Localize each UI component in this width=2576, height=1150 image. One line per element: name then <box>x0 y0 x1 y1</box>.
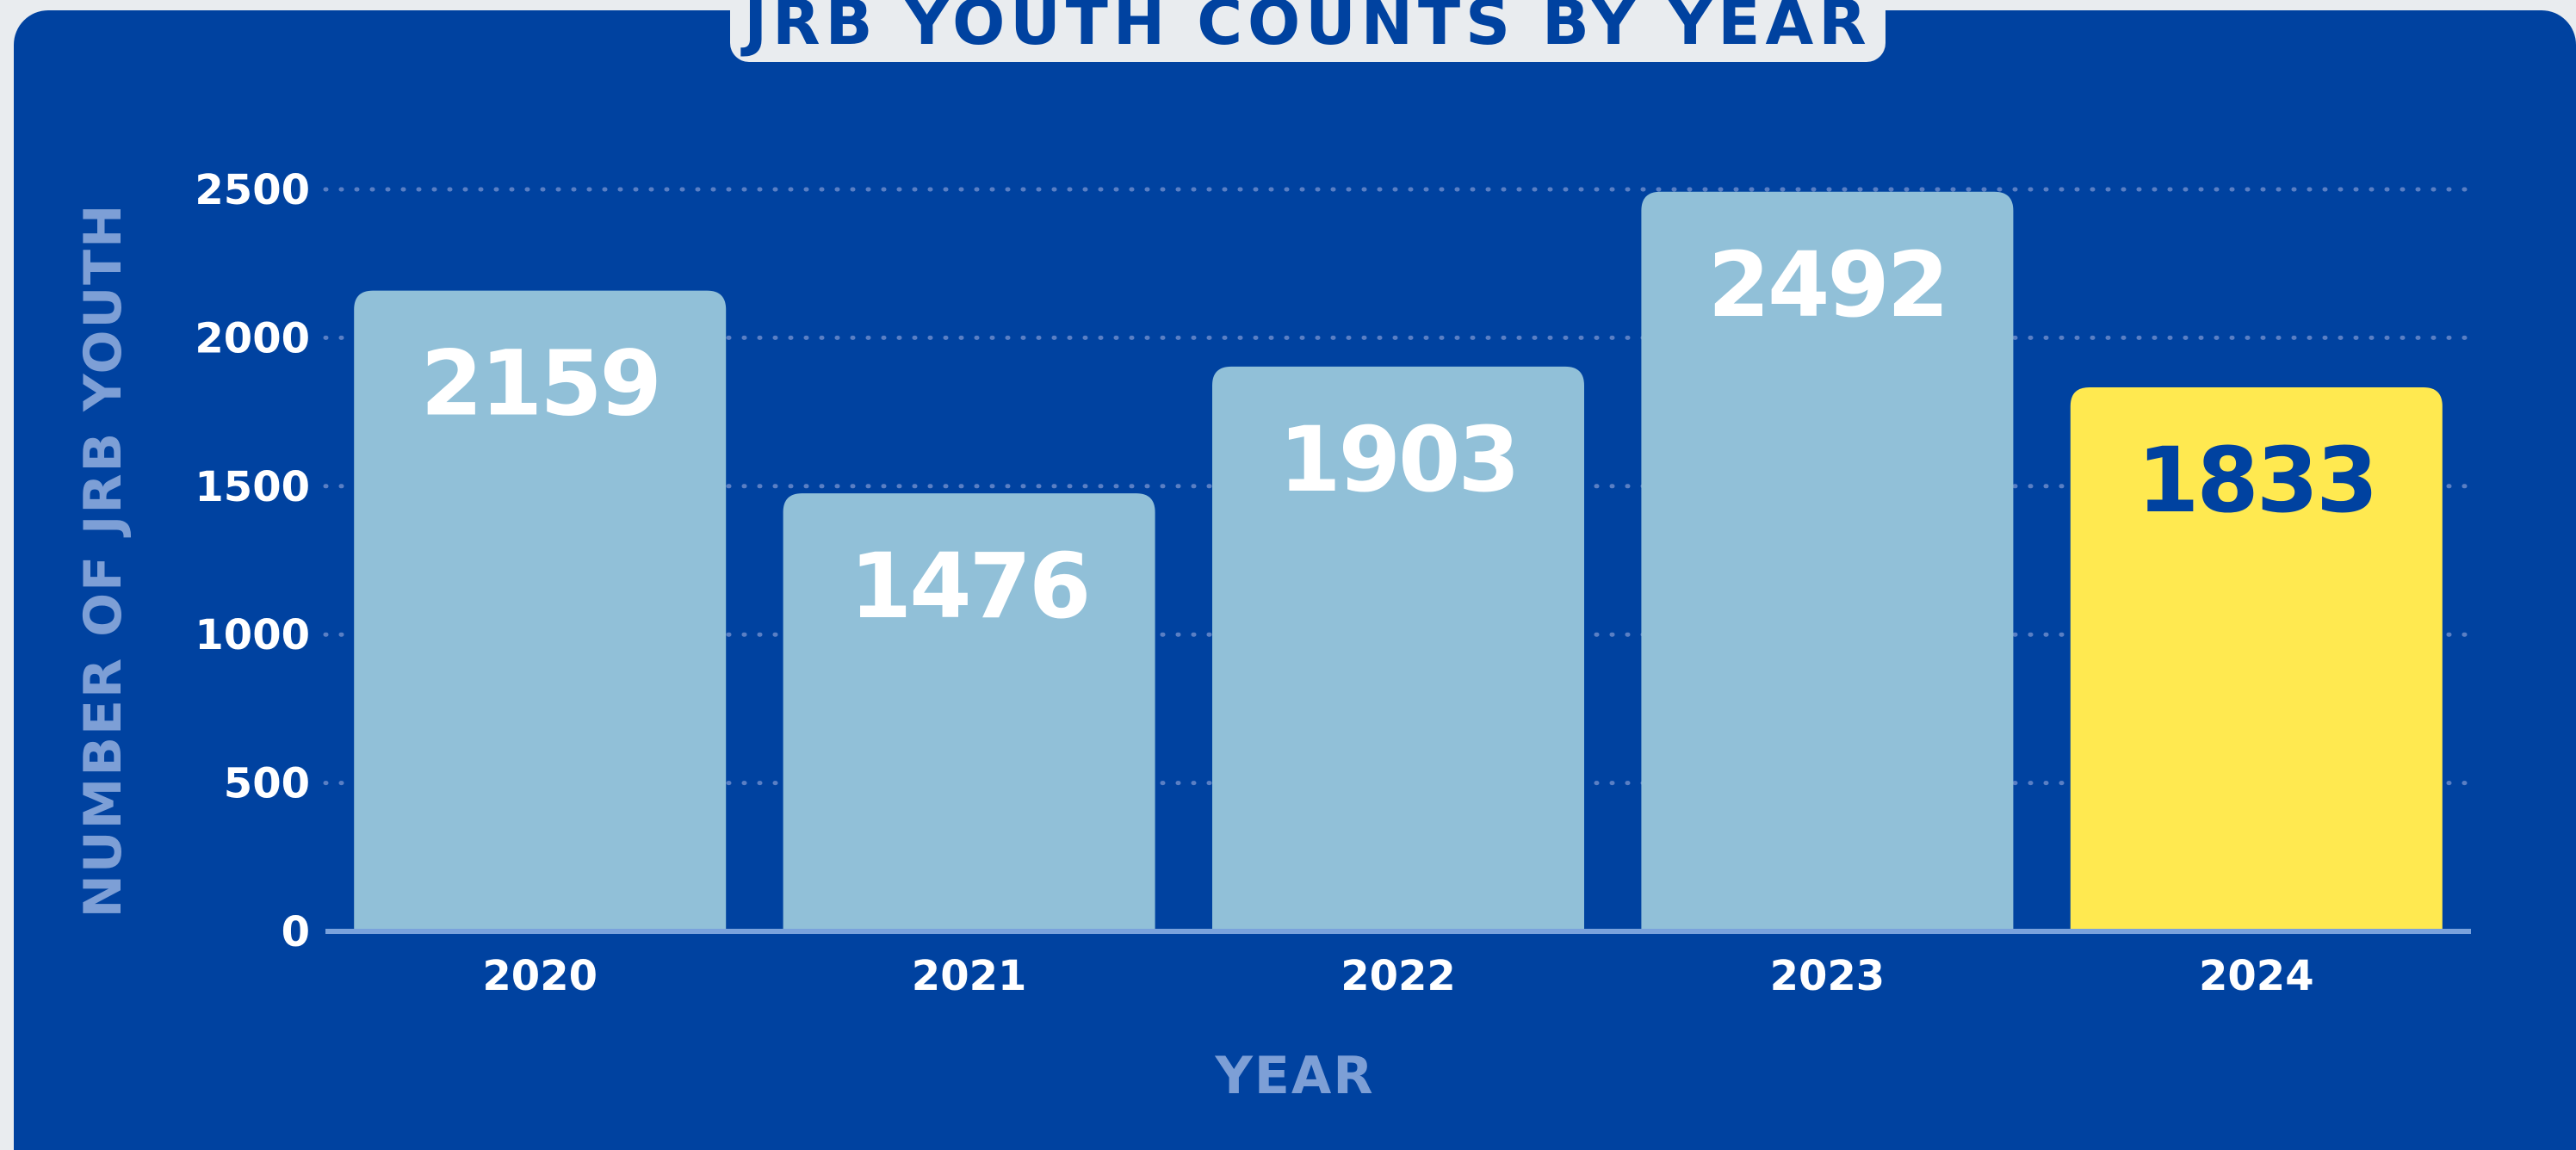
x-tick-label: 2021 <box>912 952 1027 1000</box>
y-tick-label: 500 <box>224 760 310 808</box>
x-tick-label: 2022 <box>1341 952 1456 1000</box>
bars: 2159 1476 1903 2492 1833 <box>354 191 2443 932</box>
y-tick-label: 2000 <box>195 314 310 362</box>
bar-2024 <box>2070 386 2443 932</box>
x-tick-label: 2023 <box>1770 952 1886 1000</box>
data-label: 1903 <box>1279 407 1517 512</box>
y-tick-label: 0 <box>282 908 310 956</box>
bar-2020 <box>354 290 727 932</box>
data-label: 1833 <box>2137 428 2375 533</box>
y-axis-title: NUMBER OF JRB YOUTH <box>73 203 133 918</box>
x-tick-label: 2024 <box>2199 952 2314 1000</box>
bar-2021 <box>783 493 1155 931</box>
x-tick-label: 2020 <box>482 952 598 1000</box>
axes: 0 500 1000 1500 2000 2500 2020 2021 2022 2023 2024 <box>195 166 2471 1000</box>
y-tick-label: 1000 <box>195 611 310 659</box>
bar-2022 <box>1212 366 1584 932</box>
x-axis-title: YEAR <box>1214 1046 1374 1106</box>
data-label: 2492 <box>1708 232 1947 337</box>
y-tick-label: 1500 <box>195 463 310 511</box>
data-label: 2159 <box>420 331 659 436</box>
y-tick-label: 2500 <box>195 166 310 214</box>
title-tab: JRB YOUTH COUNTS BY YEAR <box>730 0 1886 62</box>
bar-2023 <box>1641 191 2014 931</box>
data-label: 1476 <box>850 534 1088 639</box>
chart-title: JRB YOUTH COUNTS BY YEAR <box>744 0 1872 59</box>
